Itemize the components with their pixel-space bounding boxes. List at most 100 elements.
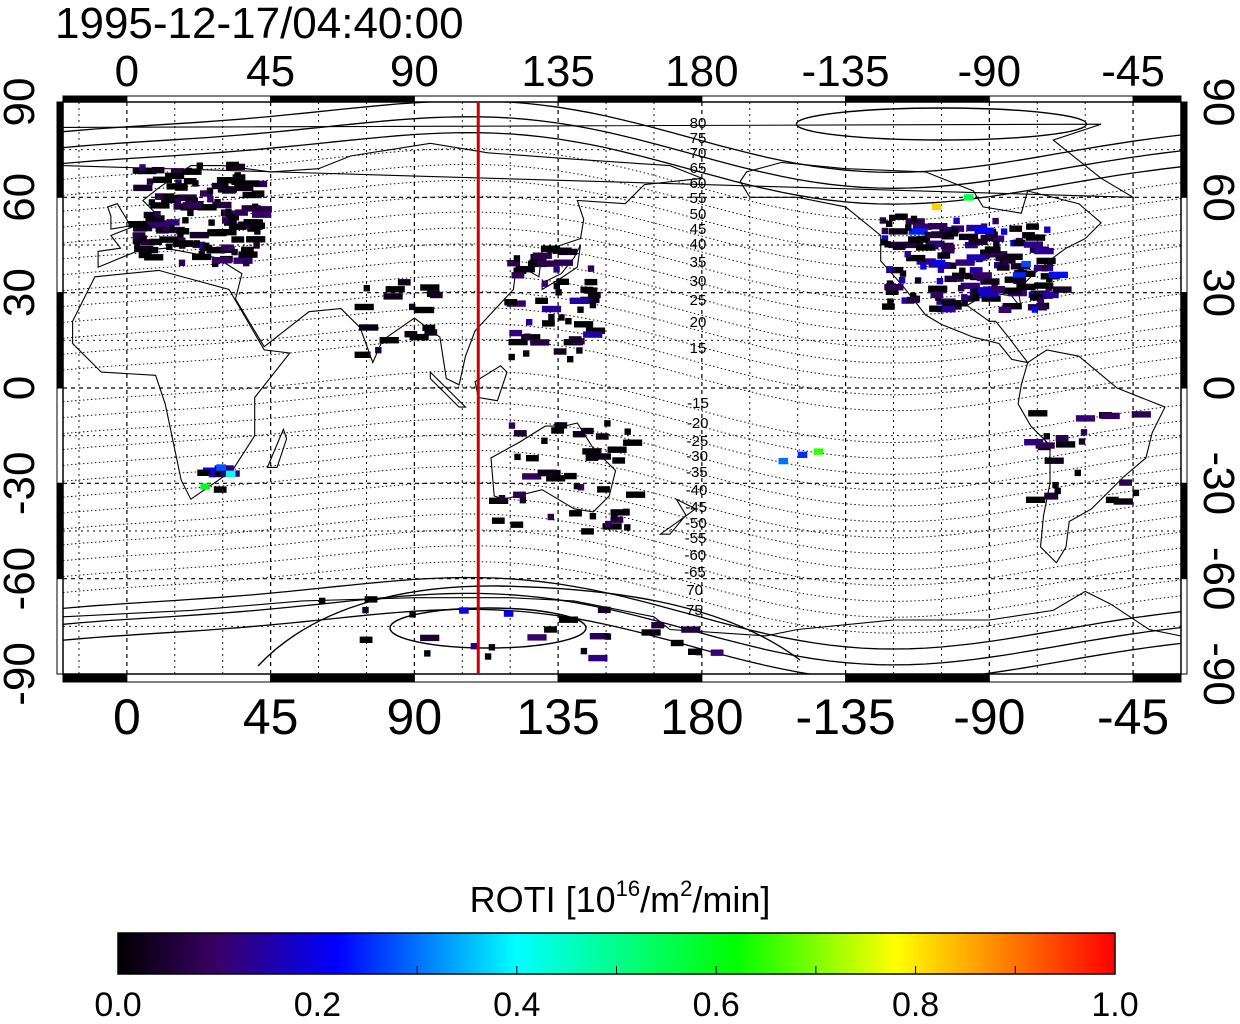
- roti-pixel: [238, 251, 258, 258]
- roti-pixel: [585, 454, 599, 461]
- roti-pixel: [243, 219, 257, 226]
- roti-pixel: [212, 470, 226, 478]
- mlat-contour: [63, 529, 1181, 602]
- south-america-coast: [1017, 349, 1166, 564]
- roti-pixel: [535, 297, 548, 304]
- bottom-lon-tick-label: 90: [387, 689, 443, 745]
- roti-pixel: [607, 446, 627, 453]
- roti-pixel: [929, 305, 942, 312]
- mlat-contour: [63, 211, 1181, 285]
- roti-pixel: [885, 288, 899, 295]
- roti-pixel: [404, 331, 418, 338]
- roti-pixel: [966, 254, 986, 261]
- roti-pixel: [1000, 228, 1008, 235]
- roti-pixel: [509, 329, 523, 337]
- roti-pixel: [1074, 469, 1081, 477]
- mlat-label: -50: [685, 515, 707, 532]
- new-zealand-coast: [658, 497, 697, 535]
- roti-pixel: [1075, 415, 1096, 422]
- roti-pixel: [610, 512, 618, 520]
- roti-pixel: [197, 469, 211, 476]
- bottom-lon-tick-label: 45: [243, 689, 299, 745]
- roti-pixel: [1012, 272, 1026, 279]
- roti-pixel: [577, 306, 584, 313]
- roti-pixel: [484, 653, 492, 660]
- roti-pixel: [580, 296, 600, 304]
- roti-pixel: [955, 259, 975, 266]
- roti-pixel-highlight: [797, 451, 808, 458]
- frame-bar-bottom: [557, 673, 703, 683]
- roti-pixel: [553, 259, 573, 266]
- roti-pixel: [529, 259, 536, 266]
- roti-pixel: [916, 244, 936, 251]
- roti-pixel: [884, 241, 891, 248]
- roti-pixel: [624, 524, 631, 531]
- roti-pixel: [145, 215, 165, 222]
- roti-pixel: [958, 233, 979, 241]
- roti-pixel: [504, 299, 518, 306]
- roti-pixel: [132, 237, 146, 245]
- roti-pixel: [420, 284, 440, 291]
- roti-pixel: [581, 528, 594, 535]
- roti-pixel: [1003, 253, 1023, 260]
- roti-pixel: [252, 206, 272, 213]
- mlat-label: -15: [687, 395, 709, 412]
- roti-pixel: [183, 178, 197, 185]
- roti-pixel: [1080, 429, 1088, 436]
- mlat-contour: [63, 275, 1181, 348]
- roti-pixel: [178, 259, 186, 266]
- roti-pixel: [980, 278, 1000, 285]
- roti-pixel: [1010, 263, 1030, 270]
- frame-bar-bottom: [62, 673, 128, 683]
- roti-pixel: [231, 236, 245, 243]
- roti-pixel: [488, 644, 496, 651]
- mlat-contour: [63, 545, 1181, 618]
- roti-pixel: [587, 291, 601, 299]
- roti-pixel: [546, 475, 566, 482]
- roti-pixel-highlight: [216, 464, 226, 471]
- roti-pixel: [397, 279, 411, 286]
- mlat-label: 45: [690, 221, 707, 238]
- roti-pixel: [899, 270, 907, 277]
- left-lat-tick-label: -90: [0, 642, 44, 706]
- mlat-contour: [63, 291, 1181, 364]
- roti-pixel: [942, 232, 949, 239]
- roti-pixel: [139, 164, 146, 171]
- roti-pixel: [187, 209, 194, 217]
- frame-bar-top: [270, 95, 415, 103]
- roti-pixel: [912, 223, 933, 230]
- roti-pixel: [216, 177, 237, 184]
- roti-pixel: [246, 222, 253, 230]
- roti-pixel: [992, 217, 999, 225]
- roti-pixel: [970, 287, 990, 294]
- roti-pixel: [151, 167, 165, 174]
- roti-pixel: [960, 282, 980, 290]
- left-lat-tick-label: 60: [0, 173, 44, 222]
- roti-pixel: [1035, 442, 1055, 449]
- right-lat-tick-label: 0: [1194, 376, 1240, 400]
- mlat-label: -45: [685, 499, 707, 516]
- roti-pixel: [166, 243, 173, 250]
- mlat-label: -55: [685, 530, 707, 547]
- roti-pixel: [576, 347, 583, 354]
- roti-pixel: [1002, 287, 1022, 294]
- roti-pixel: [508, 422, 516, 429]
- roti-pixel: [1078, 438, 1086, 445]
- roti-pixel: [523, 350, 530, 357]
- mlat-contour: [63, 449, 1181, 523]
- roti-pixel: [152, 176, 172, 183]
- roti-pixel: [189, 231, 209, 239]
- roti-pixel: [144, 254, 164, 261]
- roti-pixel: [375, 347, 382, 354]
- frame-bar-left: [56, 292, 64, 389]
- right-axis-ticks: 90 60 30 0 -30 -60 -90: [1194, 78, 1240, 706]
- roti-pixel: [253, 242, 260, 249]
- roti-pixel: [166, 219, 180, 226]
- colorbar-tick-label: 0.6: [693, 986, 740, 1024]
- roti-pixel: [541, 280, 549, 287]
- roti-pixel: [992, 286, 1006, 293]
- roti-pixel: [159, 236, 173, 243]
- roti-pixel: [379, 337, 399, 344]
- mlat-label: 50: [690, 206, 707, 223]
- roti-pixel: [489, 497, 509, 504]
